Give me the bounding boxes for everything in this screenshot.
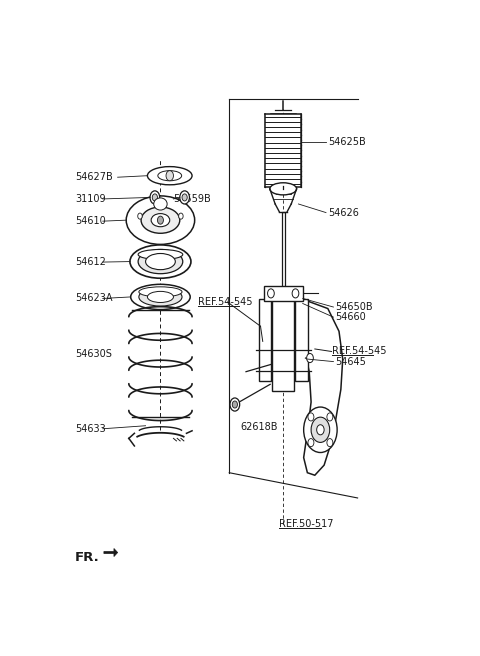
Circle shape bbox=[232, 401, 238, 408]
Circle shape bbox=[150, 191, 160, 204]
Circle shape bbox=[292, 289, 299, 298]
Bar bbox=[264, 286, 303, 301]
Circle shape bbox=[166, 171, 173, 181]
Bar bbox=[265, 114, 301, 187]
Ellipse shape bbox=[131, 284, 190, 310]
Text: 54633: 54633 bbox=[75, 424, 106, 434]
Text: 54630S: 54630S bbox=[75, 349, 112, 359]
Circle shape bbox=[180, 191, 190, 204]
Polygon shape bbox=[304, 301, 343, 475]
Ellipse shape bbox=[126, 196, 195, 245]
Ellipse shape bbox=[270, 183, 297, 195]
Text: 54650B: 54650B bbox=[335, 302, 373, 312]
Circle shape bbox=[157, 216, 163, 224]
Text: 54559B: 54559B bbox=[173, 194, 211, 204]
Text: 62618B: 62618B bbox=[240, 422, 278, 432]
Ellipse shape bbox=[139, 288, 182, 306]
Circle shape bbox=[267, 289, 274, 298]
Text: 54625B: 54625B bbox=[328, 137, 366, 147]
Circle shape bbox=[327, 439, 333, 447]
Bar bbox=[259, 299, 271, 380]
Circle shape bbox=[308, 439, 314, 447]
Circle shape bbox=[327, 413, 333, 421]
Text: 54645: 54645 bbox=[335, 357, 366, 367]
Ellipse shape bbox=[138, 249, 183, 274]
Ellipse shape bbox=[158, 171, 181, 181]
Ellipse shape bbox=[147, 167, 192, 185]
Bar bbox=[272, 292, 294, 391]
Text: 54623A: 54623A bbox=[75, 293, 112, 304]
Text: 54610: 54610 bbox=[75, 216, 106, 226]
Ellipse shape bbox=[139, 287, 182, 297]
Text: 54612: 54612 bbox=[75, 257, 106, 267]
Bar bbox=[282, 212, 285, 292]
Text: REF.54-545: REF.54-545 bbox=[332, 346, 386, 356]
Polygon shape bbox=[104, 548, 118, 556]
Text: 54626: 54626 bbox=[328, 207, 359, 218]
Ellipse shape bbox=[147, 291, 173, 302]
Ellipse shape bbox=[145, 253, 175, 270]
Text: FR.: FR. bbox=[75, 551, 100, 564]
Ellipse shape bbox=[154, 198, 167, 210]
Text: 31109: 31109 bbox=[75, 194, 106, 204]
Circle shape bbox=[138, 213, 142, 219]
Text: REF.50-517: REF.50-517 bbox=[279, 520, 334, 529]
Circle shape bbox=[152, 194, 157, 201]
Text: 54660: 54660 bbox=[335, 312, 366, 322]
Ellipse shape bbox=[141, 207, 180, 234]
Circle shape bbox=[179, 213, 183, 219]
Circle shape bbox=[311, 417, 330, 442]
Text: REF.54-545: REF.54-545 bbox=[198, 297, 252, 307]
Circle shape bbox=[308, 413, 314, 421]
Bar bbox=[296, 299, 308, 380]
Bar bbox=[269, 289, 298, 295]
Circle shape bbox=[317, 424, 324, 435]
Ellipse shape bbox=[130, 245, 191, 278]
Circle shape bbox=[307, 354, 313, 363]
Text: 54627B: 54627B bbox=[75, 173, 113, 182]
Ellipse shape bbox=[151, 214, 170, 227]
Circle shape bbox=[230, 398, 240, 411]
Circle shape bbox=[304, 407, 337, 453]
Circle shape bbox=[182, 194, 187, 201]
Ellipse shape bbox=[138, 249, 183, 260]
